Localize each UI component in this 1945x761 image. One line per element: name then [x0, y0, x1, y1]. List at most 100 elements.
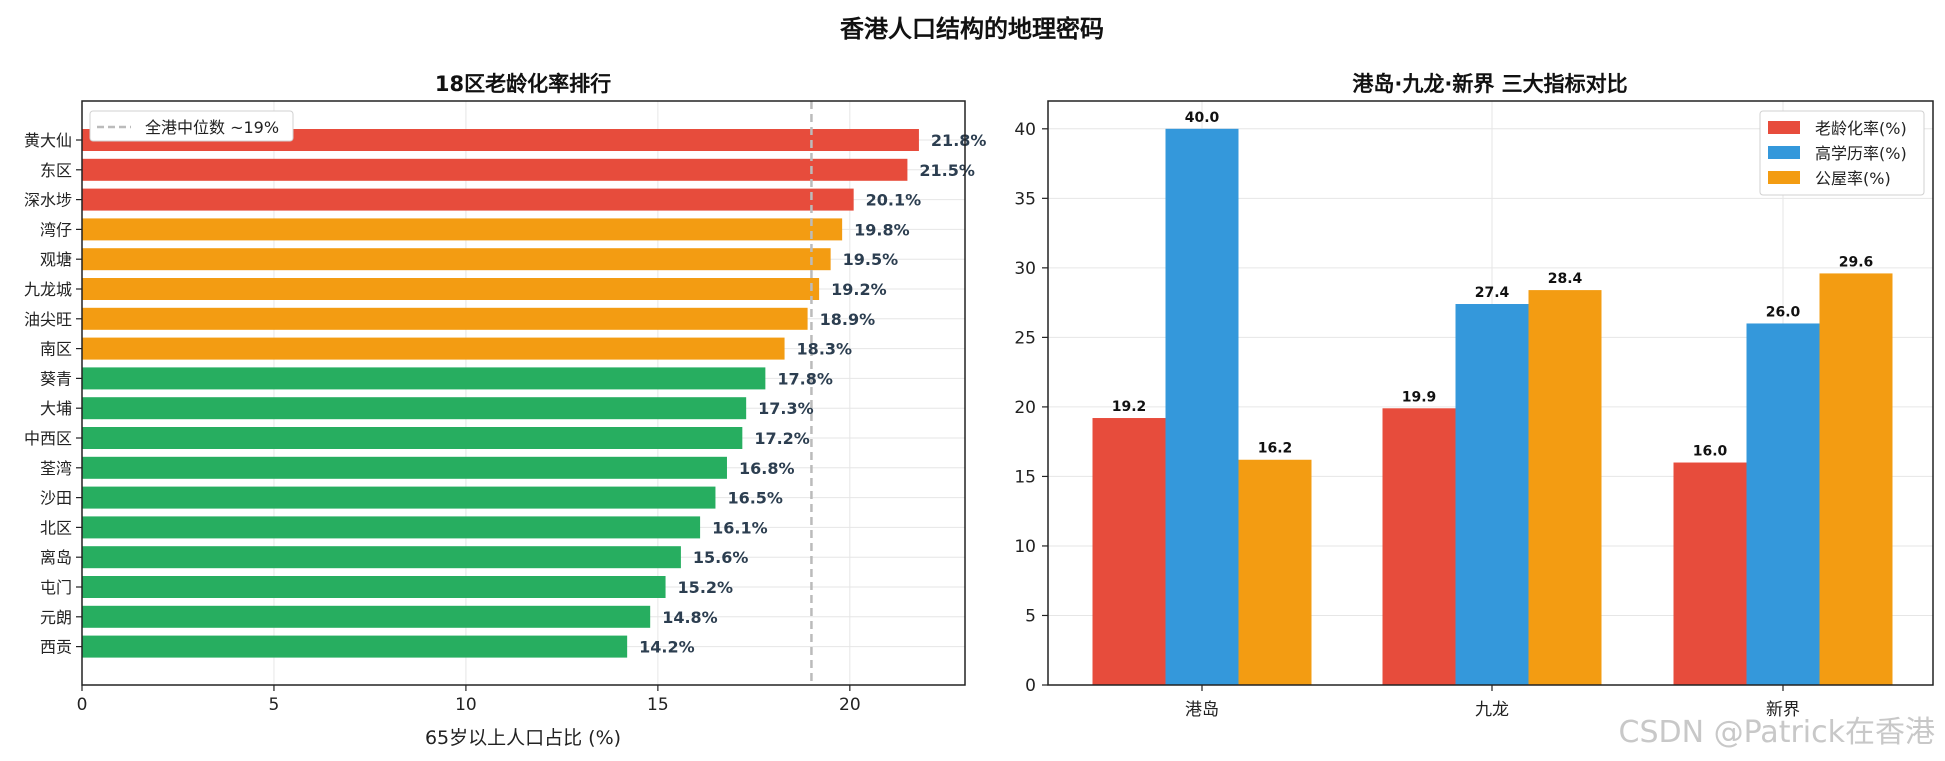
- right-bar: [1165, 128, 1239, 686]
- right-bar: [1528, 290, 1602, 685]
- right-chart-title: 港岛·九龙·新界 三大指标对比: [1352, 72, 1627, 96]
- left-bar-value-label: 19.2%: [831, 280, 887, 299]
- left-legend: 全港中位数 ~19%: [89, 110, 294, 142]
- left-x-tick-label: 10: [455, 695, 477, 715]
- right-legend-label: 公屋率(%): [1815, 169, 1891, 188]
- left-bar: [82, 397, 747, 420]
- right-bar: [1455, 304, 1529, 685]
- left-bar: [82, 278, 820, 300]
- left-bar-value-label: 19.8%: [854, 220, 910, 239]
- right-y-tick-label: 25: [1014, 328, 1036, 348]
- right-chart: 港岛·九龙·新界 三大指标对比 0 5 10 15 20 25 30 35 40 港岛 九龙 新界 1…: [1014, 72, 1934, 720]
- left-bar-value-label: 15.6%: [693, 548, 749, 567]
- right-legend-swatch: [1768, 146, 1800, 159]
- right-x-tick-label: 九龙: [1475, 700, 1509, 720]
- left-bar-value-label: 17.3%: [758, 399, 814, 418]
- left-bar: [82, 367, 766, 390]
- left-x-tick-label: 5: [269, 695, 280, 715]
- left-bar: [82, 307, 808, 330]
- left-y-tick-label: 深水埗: [24, 191, 72, 210]
- watermark: CSDN @Patrick在香港: [1619, 715, 1936, 750]
- left-x-tick-label: 0: [77, 695, 88, 715]
- right-bar: [1819, 273, 1893, 685]
- left-y-tick-label: 西贡: [40, 638, 72, 657]
- right-bar-value-label: 29.6: [1839, 254, 1874, 270]
- left-bars: [82, 129, 919, 658]
- left-y-tick-label: 油尖旺: [24, 310, 72, 329]
- left-bar: [82, 516, 701, 539]
- left-bar-value-label: 16.5%: [727, 489, 783, 508]
- left-bar: [82, 158, 908, 181]
- left-bar-value-label: 15.2%: [678, 578, 734, 597]
- right-bar-value-label: 16.0: [1693, 444, 1728, 460]
- left-y-tick-label: 黄大仙: [24, 131, 72, 150]
- right-legend-swatch: [1768, 171, 1800, 184]
- left-legend-label: 全港中位数 ~19%: [145, 118, 279, 137]
- left-x-axis-label: 65岁以上人口占比 (%): [425, 727, 621, 749]
- left-bar: [82, 248, 831, 271]
- right-y-tick-label: 10: [1014, 537, 1036, 557]
- left-bar-value-label: 21.8%: [931, 131, 987, 150]
- left-x-tick-label: 20: [839, 695, 861, 715]
- left-y-tick-label: 葵青: [40, 369, 72, 388]
- left-y-tick-label: 北区: [40, 518, 72, 537]
- right-bar-value-label: 16.2: [1258, 441, 1293, 457]
- left-bar: [82, 337, 785, 360]
- right-bar-value-label: 40.0: [1185, 110, 1220, 126]
- left-bar: [82, 576, 666, 598]
- left-bar-value-label: 19.5%: [843, 250, 899, 269]
- left-bar-value-label: 17.8%: [777, 369, 833, 388]
- right-legend-box: [1759, 110, 1925, 196]
- left-y-tick-label: 湾仔: [40, 220, 72, 239]
- right-y-tick-label: 30: [1014, 259, 1036, 279]
- left-ticks: 0 5 10 15 20 黄大仙东区深水埗湾仔观塘九龙城油尖旺南区葵青大埔中西区荃湾沙田北…: [24, 131, 861, 715]
- left-bar: [82, 546, 681, 569]
- left-y-tick-label: 中西区: [24, 429, 72, 448]
- right-y-tick-label: 15: [1014, 467, 1036, 487]
- right-bar-value-label: 19.9: [1402, 389, 1437, 405]
- left-value-labels: 21.8% 21.5% 20.1% 19.8% 19.5% 19.2% 18.9% 18.3%…: [639, 131, 986, 657]
- left-bar: [82, 218, 843, 241]
- left-y-tick-label: 荃湾: [40, 459, 72, 478]
- right-x-tick-label: 新界: [1766, 700, 1800, 720]
- left-y-tick-label: 屯门: [40, 578, 72, 597]
- right-bars: [1092, 128, 1893, 686]
- left-bar: [82, 635, 628, 658]
- right-y-tick-label: 20: [1014, 398, 1036, 418]
- right-value-labels: 19.2 40.0 16.2 19.9 27.4 28.4 16.0 26.0 29.6: [1112, 110, 1874, 460]
- right-bar: [1092, 418, 1166, 685]
- left-chart-title: 18区老龄化率排行: [435, 72, 611, 96]
- right-bar-value-label: 26.0: [1766, 304, 1801, 320]
- left-bar: [82, 486, 716, 509]
- right-bar: [1673, 462, 1747, 685]
- left-y-tick-label: 九龙城: [24, 280, 72, 299]
- left-plot-frame: [81, 100, 966, 686]
- left-y-tick-label: 东区: [40, 161, 72, 180]
- right-bar: [1746, 323, 1820, 685]
- left-legend-box: [89, 110, 294, 142]
- left-y-tick-label: 元朗: [40, 608, 72, 627]
- right-y-tick-label: 5: [1025, 606, 1036, 626]
- right-legend: 老龄化率(%) 高学历率(%) 公屋率(%): [1759, 110, 1925, 196]
- left-y-tick-label: 南区: [40, 340, 72, 359]
- left-bar: [82, 456, 727, 479]
- left-bar-value-label: 16.8%: [739, 459, 795, 478]
- right-plot-frame: [1047, 100, 1934, 686]
- right-legend-label: 老龄化率(%): [1815, 119, 1907, 138]
- left-chart: 18区老龄化率排行 0 5 10 15 20 黄大仙东区深水埗湾仔观塘九龙城油尖旺南区葵青…: [24, 72, 986, 749]
- figure-title: 香港人口结构的地理密码: [840, 15, 1104, 43]
- left-y-tick-label: 离岛: [40, 548, 72, 567]
- right-y-tick-label: 35: [1014, 189, 1036, 209]
- right-y-tick-label: 40: [1014, 120, 1036, 140]
- right-ticks: 0 5 10 15 20 25 30 35 40 港岛 九龙 新界: [1014, 120, 1800, 720]
- left-bar-value-label: 17.2%: [754, 429, 810, 448]
- left-bar-value-label: 14.2%: [639, 638, 695, 657]
- left-bar-value-label: 18.9%: [820, 310, 876, 329]
- left-bar-value-label: 14.8%: [662, 608, 718, 627]
- right-x-tick-label: 港岛: [1185, 700, 1219, 720]
- left-bar-value-label: 16.1%: [712, 518, 768, 537]
- right-legend-label: 高学历率(%): [1815, 144, 1907, 163]
- left-y-tick-label: 大埔: [40, 399, 72, 418]
- left-x-tick-label: 15: [647, 695, 669, 715]
